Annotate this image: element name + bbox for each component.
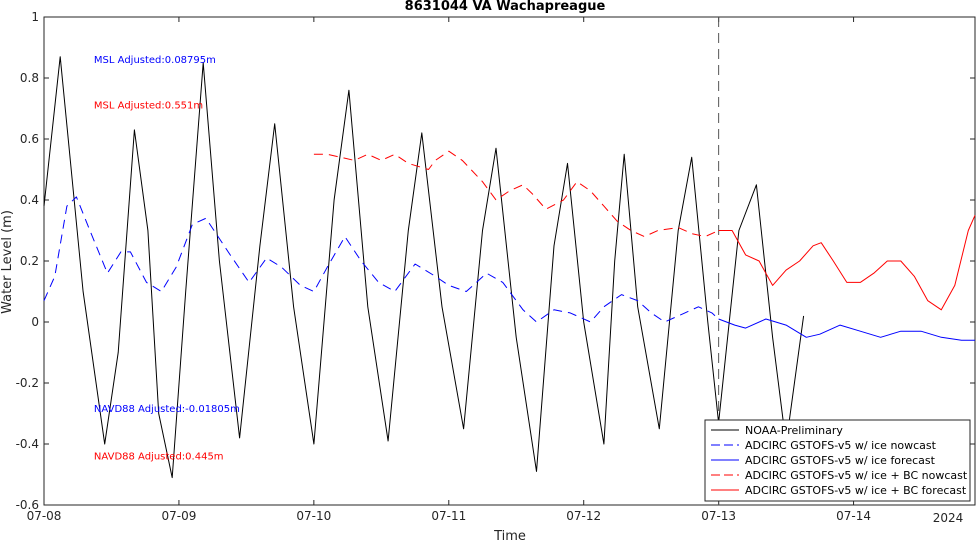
y-tick-label: -0.6 (16, 498, 39, 512)
annotation-0: MSL Adjusted:0.08795m (94, 55, 216, 66)
annotation-3: NAVD88 Adjusted:0.445m (94, 451, 224, 462)
legend-box (704, 419, 971, 502)
series-line-1 (43, 196, 719, 323)
annotation-1: MSL Adjusted:0.551m (94, 101, 203, 112)
x-tick-label: 07-11 (431, 509, 466, 523)
x-tick-label: 07-14 (836, 509, 871, 523)
x-tick-label: 07-13 (701, 509, 736, 523)
y-tick-label: -0.2 (16, 376, 39, 390)
y-tick-label: 0.4 (20, 193, 39, 207)
year-label: 2024 (933, 511, 964, 525)
x-tick-label: 07-08 (27, 509, 62, 523)
series-line-2 (718, 318, 975, 341)
series-line-4 (718, 215, 976, 311)
x-tick-label: 07-10 (296, 509, 331, 523)
legend: NOAA-Preliminary ADCIRC GSTOFS-v5 w/ ice … (704, 419, 971, 502)
legend-label-3: ADCIRC GSTOFS-v5 w/ ice + BC nowcast (745, 469, 968, 482)
y-tick-label: 0 (31, 315, 39, 329)
x-axis-label: Time (493, 529, 526, 541)
legend-label-1: ADCIRC GSTOFS-v5 w/ ice nowcast (745, 439, 937, 452)
x-tick-label: 07-12 (566, 509, 601, 523)
series-line-0 (43, 56, 805, 479)
chart-title: 8631044 VA Wachapreague (405, 0, 606, 14)
y-tick-label: 1 (31, 10, 39, 24)
y-tick-label: 0.6 (20, 132, 39, 146)
x-tick-label: 07-09 (161, 509, 196, 523)
y-tick-label: -0.4 (16, 437, 39, 451)
plot-area: -0.6 -0.4 -0.2 0 0.2 0.4 0.6 0.8 1 07-08 07-09 07-1… (16, 10, 976, 523)
legend-label-4: ADCIRC GSTOFS-v5 w/ ice + BC forecast (745, 484, 967, 497)
y-tick-label: 0.8 (20, 71, 39, 85)
legend-label-0: NOAA-Preliminary (745, 424, 843, 437)
annotation-2: NAVD88 Adjusted:-0.01805m (94, 404, 240, 415)
y-tick-label: 0.2 (20, 254, 39, 268)
legend-label-2: ADCIRC GSTOFS-v5 w/ ice forecast (745, 454, 936, 467)
series-line-3 (313, 150, 719, 238)
y-axis-label: Water Level (m) (0, 210, 15, 314)
